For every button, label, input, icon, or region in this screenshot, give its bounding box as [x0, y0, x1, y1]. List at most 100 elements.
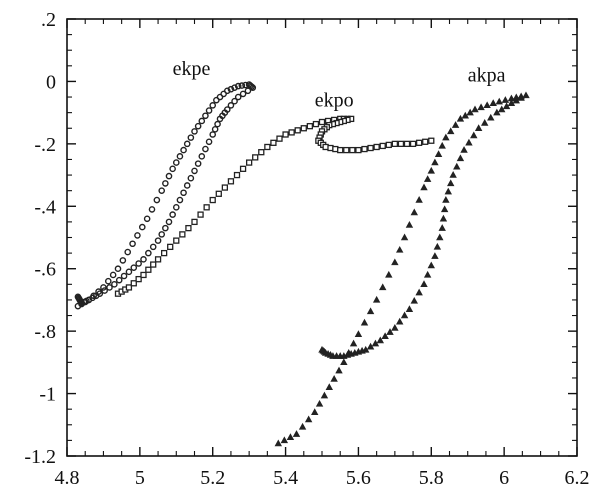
data-point	[120, 272, 128, 280]
data-point	[438, 224, 446, 231]
data-point	[187, 174, 195, 182]
data-point	[512, 96, 520, 104]
data-point	[145, 249, 152, 257]
data-point	[420, 183, 428, 191]
y-tick-label: .2	[41, 9, 56, 31]
data-point	[381, 332, 389, 340]
data-point	[202, 145, 209, 153]
data-point	[440, 205, 449, 213]
data-point	[483, 101, 491, 109]
data-point	[191, 167, 198, 175]
data-point	[130, 280, 137, 287]
data-point	[431, 252, 439, 259]
data-point	[205, 138, 213, 146]
data-point	[320, 391, 329, 399]
data-point	[169, 211, 176, 218]
data-point	[400, 233, 409, 241]
data-point	[138, 223, 146, 231]
data-point	[489, 99, 497, 106]
data-point	[140, 256, 147, 263]
data-point	[165, 218, 173, 226]
data-point	[149, 243, 157, 251]
data-point	[423, 175, 432, 182]
data-point	[453, 162, 461, 170]
data-point	[396, 245, 404, 253]
data-point	[227, 178, 235, 185]
data-point	[400, 311, 409, 319]
data-point	[252, 154, 259, 161]
series-labels: ekpe ekpo akpa	[173, 58, 506, 111]
data-point	[318, 118, 326, 126]
data-point	[286, 433, 295, 440]
data-point	[298, 422, 307, 430]
data-point	[238, 82, 246, 89]
data-point	[385, 141, 392, 149]
data-point	[245, 159, 253, 166]
data-point	[187, 134, 195, 141]
data-point	[304, 415, 313, 423]
data-point	[422, 138, 429, 145]
data-point	[197, 211, 204, 218]
y-tick-label: -1.2	[24, 446, 56, 468]
data-point	[420, 280, 428, 288]
data-point	[415, 139, 423, 146]
data-point	[109, 271, 117, 279]
data-point	[194, 160, 202, 167]
data-point	[391, 140, 399, 148]
data-point	[340, 358, 348, 366]
y-axis-tick-labels: .2 0 -.2 -.4 -.6 -.8 -1 -1.2	[24, 9, 56, 468]
x-tick-label: 6.2	[565, 467, 590, 489]
data-point	[209, 102, 217, 109]
series-label-ekpo: ekpo	[315, 89, 354, 111]
data-point	[474, 124, 483, 131]
data-point	[330, 374, 338, 382]
data-point	[154, 237, 162, 244]
data-point	[248, 83, 255, 90]
data-point	[442, 196, 450, 203]
data-point	[507, 99, 516, 106]
data-point	[234, 82, 242, 90]
data-point	[111, 281, 118, 288]
data-point	[376, 336, 384, 344]
x-tick-label: 4.8	[55, 467, 80, 489]
data-point	[270, 139, 277, 146]
data-point	[366, 307, 375, 315]
data-point	[451, 121, 460, 128]
data-point	[194, 122, 202, 130]
data-point	[167, 243, 174, 251]
data-point	[449, 171, 457, 178]
data-point	[231, 84, 238, 91]
y-tick-label: -.4	[34, 196, 56, 218]
data-point	[423, 270, 432, 278]
data-point	[124, 248, 132, 256]
series-ekpo	[114, 115, 435, 297]
data-point	[276, 135, 283, 142]
data-point	[481, 119, 489, 126]
data-point	[436, 233, 444, 241]
data-point	[227, 85, 235, 93]
data-point	[216, 115, 224, 123]
data-point	[337, 146, 344, 154]
data-point	[162, 224, 169, 232]
data-point	[522, 91, 530, 99]
data-point	[264, 143, 271, 151]
data-point	[447, 127, 455, 135]
data-point	[294, 127, 301, 134]
data-point	[74, 293, 82, 301]
data-point	[477, 103, 485, 111]
data-point	[114, 265, 122, 273]
data-point	[300, 125, 307, 132]
data-point	[130, 264, 138, 271]
data-point	[169, 165, 176, 173]
data-point	[179, 231, 186, 238]
data-point	[366, 342, 375, 350]
data-point	[135, 275, 142, 283]
data-point	[460, 146, 468, 153]
data-point	[427, 166, 435, 174]
data-point	[160, 249, 168, 257]
data-point	[487, 113, 495, 121]
data-point	[150, 261, 157, 268]
data-point	[439, 214, 448, 222]
data-point	[396, 317, 404, 325]
data-point	[495, 97, 503, 105]
